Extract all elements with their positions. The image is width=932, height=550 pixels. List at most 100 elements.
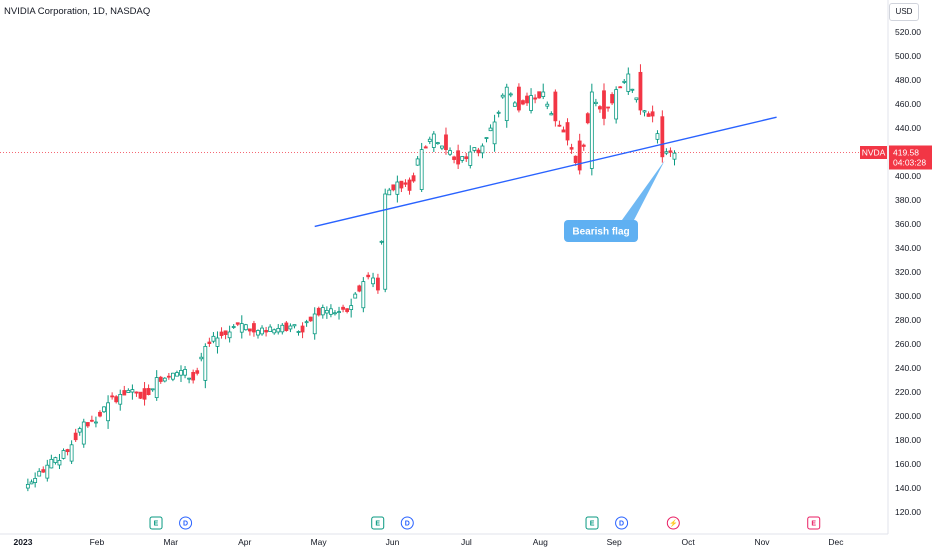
candle-body — [324, 309, 329, 314]
candle-body — [69, 444, 74, 462]
x-tick-label: Sep — [607, 537, 622, 547]
candle-body — [553, 91, 558, 122]
event-marker-letter: D — [405, 521, 410, 528]
x-tick-label: Jun — [386, 537, 400, 547]
candle-body — [138, 391, 143, 399]
candle-body — [508, 93, 513, 96]
candle-body — [533, 97, 538, 100]
candle-body — [480, 145, 485, 154]
y-tick-label: 140.00 — [895, 483, 921, 493]
candle-body — [41, 469, 46, 473]
candle-body — [512, 102, 517, 107]
candle-body — [102, 406, 106, 413]
candle-body — [341, 306, 345, 310]
event-dividend-icon[interactable]: D — [400, 516, 414, 530]
candle-body — [488, 127, 493, 132]
candle-body — [630, 88, 635, 91]
candle-body — [154, 377, 159, 399]
y-axis[interactable]: 120.00 140.00 160.00 180.00 200.00 220.00 240.… — [895, 27, 921, 517]
candle-body — [395, 181, 400, 195]
candle-body — [89, 419, 94, 422]
event-earnings-icon[interactable]: E — [585, 516, 599, 530]
candle-body — [33, 477, 38, 483]
candle-body — [308, 316, 313, 322]
candle-body — [292, 324, 297, 327]
x-tick-label: May — [311, 537, 328, 547]
trendline[interactable] — [314, 116, 777, 228]
candle-body — [146, 388, 151, 395]
y-tick-label: 460.00 — [895, 99, 921, 109]
candle-body — [545, 103, 550, 107]
candle-body — [484, 137, 489, 139]
candle-body — [468, 151, 473, 166]
candle-body — [415, 158, 420, 166]
candle-body — [207, 341, 212, 345]
candle-body — [126, 389, 131, 393]
candle-body — [231, 326, 236, 328]
candle-body — [183, 369, 187, 376]
candle-body — [593, 101, 598, 104]
candle-body — [329, 308, 333, 315]
candle-body — [130, 389, 135, 393]
candle-body — [529, 95, 533, 111]
candle-body — [61, 450, 66, 459]
candle-body — [573, 155, 578, 164]
bearish-flag-annotation[interactable]: Bearish flag — [564, 160, 665, 242]
candle-body — [337, 311, 341, 314]
y-tick-label: 160.00 — [895, 459, 921, 469]
candle-body — [235, 322, 240, 325]
symbol-label: NVDA — [862, 148, 886, 158]
currency-button[interactable]: USD — [889, 3, 919, 21]
event-markers[interactable]: E D E D E D ⚡ E — [149, 516, 821, 530]
event-marker-shape — [615, 516, 629, 530]
candle-body — [37, 470, 42, 477]
y-tick-label: 260.00 — [895, 339, 921, 349]
candle-body — [345, 308, 350, 312]
candle-body — [264, 330, 268, 333]
event-marker-letter: E — [590, 521, 595, 528]
candle-body — [537, 91, 542, 99]
candle-body — [561, 129, 566, 133]
candle-body — [73, 432, 78, 441]
event-marker-shape — [666, 516, 680, 530]
event-earnings-icon[interactable]: E — [149, 516, 163, 530]
y-tick-label: 340.00 — [895, 243, 921, 253]
chart-title: NVIDIA Corporation, 1D, NASDAQ — [4, 6, 151, 17]
candle-body — [118, 393, 123, 405]
candle-body — [223, 330, 228, 335]
candle-body — [464, 156, 469, 160]
event-split-icon[interactable]: ⚡ — [666, 516, 680, 530]
candle-body — [650, 111, 655, 117]
event-marker-shape — [585, 516, 599, 530]
event-earnings-icon[interactable]: E — [371, 516, 385, 530]
y-tick-label: 480.00 — [895, 75, 921, 85]
candle-body — [448, 150, 452, 155]
candle-body — [610, 94, 614, 104]
candle-body — [361, 281, 366, 309]
candle-body — [296, 331, 301, 333]
event-marker-letter: D — [183, 521, 188, 528]
candle-body — [247, 328, 252, 332]
candle-body — [407, 179, 412, 191]
candle-body — [391, 184, 396, 191]
event-marker-shape — [179, 516, 193, 530]
candle-body — [500, 94, 505, 98]
candle-body — [672, 152, 677, 160]
candle-body — [53, 457, 58, 463]
candle-body — [304, 321, 309, 324]
x-tick-label: Mar — [163, 537, 178, 547]
event-dividend-icon[interactable]: D — [615, 516, 629, 530]
candle-body — [565, 122, 570, 141]
x-axis[interactable]: 2023 Feb Mar Apr May Jun Jul Aug Sep Oct Nov Dec — [14, 537, 845, 547]
y-tick-label: 280.00 — [895, 315, 921, 325]
candle-body — [243, 324, 248, 331]
event-marker-shape — [807, 516, 821, 530]
event-dividend-icon[interactable]: D — [179, 516, 193, 530]
candle-body — [585, 113, 590, 124]
event-earnings-future-icon[interactable]: E — [807, 516, 821, 530]
candle-body — [49, 458, 54, 469]
candle-body — [300, 325, 305, 333]
candle-body — [158, 376, 163, 382]
y-tick-label: 300.00 — [895, 291, 921, 301]
